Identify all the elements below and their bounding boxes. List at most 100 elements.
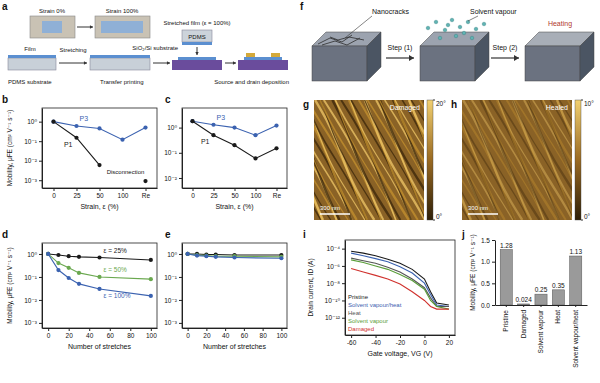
tick-mark (39, 300, 42, 301)
tick: -60 (347, 335, 357, 346)
label: Source and drain deposition (214, 79, 289, 85)
point (190, 119, 194, 123)
tick-mark (146, 188, 147, 191)
tick-mark (256, 188, 257, 191)
y-axis-title: Mobility, μFE (cm² V⁻¹ s⁻¹) (469, 234, 477, 311)
photo-film (42, 21, 62, 33)
tick-mark (188, 328, 189, 331)
tick: 80 (260, 328, 268, 339)
plot-frame (182, 243, 287, 328)
plot-area (186, 252, 284, 260)
y-axis-title: Mobility, μFE (cm² V⁻¹ s⁻¹) (6, 247, 14, 324)
afm-texture (409, 100, 424, 220)
point (232, 126, 236, 130)
axis-line (42, 109, 43, 189)
series-label: P1 (201, 138, 210, 145)
vapour-droplet (446, 23, 450, 27)
tick-mark (263, 328, 264, 331)
tick-mark (54, 188, 55, 191)
arrow-head (167, 61, 170, 64)
series-label: Solvent vapour (348, 318, 388, 324)
leader (468, 16, 478, 21)
tick: 10⁻³ (24, 319, 42, 326)
colorbar-tick (433, 220, 435, 221)
x-axis: 02550100Re (183, 188, 288, 199)
tick: 100 (251, 188, 262, 199)
arrow-head (195, 52, 198, 55)
tick: 20 (66, 328, 74, 339)
tick: -20 (396, 335, 406, 346)
panel-letter: i (303, 229, 306, 240)
vapour-droplet (450, 18, 454, 22)
point (186, 252, 190, 256)
tick-label: 20 (203, 332, 211, 339)
axis-line (182, 109, 183, 189)
colorbar-label: 0° (436, 213, 443, 220)
tick-mark (179, 277, 182, 278)
panel-letter: e (165, 229, 171, 240)
point (204, 253, 208, 257)
tick-mark (492, 283, 495, 284)
afm-texture (541, 100, 572, 220)
tick-mark (89, 328, 90, 331)
point (74, 124, 78, 128)
tick: 60 (241, 328, 249, 339)
label: Strain 0% (39, 8, 66, 14)
tick-label: 10⁻³ (164, 319, 178, 326)
chart-d: 02040608010010⁻³10⁻²10⁻¹10⁰Number of str… (2, 229, 158, 350)
afm-texture (420, 100, 424, 220)
point (46, 252, 50, 256)
tick: 20 (203, 328, 211, 339)
afm-texture (402, 100, 424, 220)
bar (518, 304, 530, 305)
pdms-substrate (8, 58, 56, 70)
tick: 10⁻³ (164, 319, 182, 326)
film (90, 55, 150, 58)
label: Transfer printing (100, 79, 143, 85)
tick-mark (179, 323, 182, 324)
tick: Heat (554, 305, 561, 324)
afm-texture (559, 100, 572, 220)
point (46, 252, 50, 256)
tick-mark (151, 328, 152, 331)
tick: -40 (371, 335, 381, 346)
tick: 25 (73, 188, 81, 199)
sio2-substrate (172, 60, 222, 70)
afm-texture (393, 100, 424, 220)
afm-texture (395, 100, 424, 220)
tick: Solvent vapour (537, 305, 545, 353)
plot-frame (42, 243, 157, 328)
tick-label: 10⁻¹ (24, 138, 38, 145)
y-axis: 10⁻³10⁻²10⁻¹10⁰ (164, 244, 182, 329)
tick-label: Damaged (520, 310, 528, 339)
tick: 10⁻⁴ (327, 245, 345, 252)
tick-mark (541, 305, 542, 307)
tick-mark (342, 249, 345, 250)
tick-mark (39, 122, 42, 123)
tick: 10⁻² (164, 297, 182, 304)
tick-mark (77, 188, 78, 191)
tick: 10⁻² (24, 297, 42, 304)
panel-letter: f (300, 1, 304, 12)
bar (570, 256, 582, 305)
afm-image (314, 100, 424, 220)
colorbar-tick (581, 220, 583, 221)
axis-line (495, 241, 496, 306)
tick-mark (179, 128, 182, 129)
figure: aStrain 0%Strain 100%FilmPDMS substrateS… (0, 0, 600, 383)
series-label: ε = 100% (104, 292, 131, 299)
tick-mark (492, 240, 495, 241)
tick: 80 (127, 328, 135, 339)
tick: 1.5 (481, 237, 495, 244)
panel-f: fNanocracksStep (1)Solvent vapourStep (2… (300, 1, 594, 81)
colorbar-label: 20° (436, 100, 446, 107)
plot-frame (182, 108, 287, 188)
tick: Re (273, 188, 282, 199)
axis-line (43, 328, 158, 329)
tick: 10⁻² (164, 175, 182, 182)
tick-mark (449, 335, 450, 338)
tick-label: 50 (231, 192, 239, 199)
tick-label: 10⁻² (164, 297, 178, 304)
tick-label: 80 (260, 332, 268, 339)
label: Damaged (390, 104, 420, 112)
